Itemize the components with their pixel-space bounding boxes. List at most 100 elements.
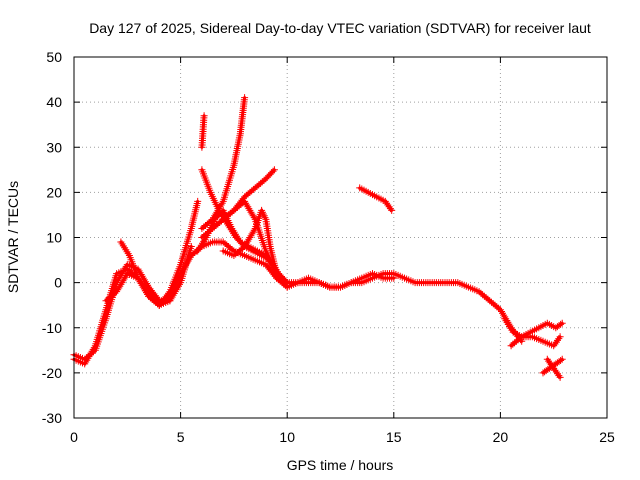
data-point <box>136 278 144 286</box>
data-point <box>221 240 229 247</box>
data-point <box>260 176 268 184</box>
data-point <box>106 294 113 302</box>
data-point <box>136 269 144 277</box>
data-point <box>488 298 495 306</box>
data-point <box>102 297 110 305</box>
data-point <box>179 266 187 274</box>
data-point <box>143 289 150 297</box>
data-point <box>511 339 519 347</box>
x-tick-label: 0 <box>70 429 78 445</box>
series-track-15 <box>356 184 396 214</box>
data-point <box>516 334 524 342</box>
data-point <box>383 199 391 207</box>
data-point <box>381 197 389 205</box>
data-point <box>209 215 217 223</box>
data-point <box>556 373 564 381</box>
data-point <box>198 234 206 241</box>
data-point <box>257 179 265 187</box>
x-tick-label: 25 <box>599 429 615 445</box>
y-tick-label: 50 <box>46 49 62 65</box>
data-point <box>496 306 504 314</box>
data-point <box>181 262 189 270</box>
data-point <box>543 355 551 363</box>
data-point <box>248 230 256 238</box>
x-tick-label: 5 <box>177 429 185 445</box>
series-track-17 <box>507 333 564 350</box>
data-point <box>241 94 249 102</box>
data-point <box>113 288 121 296</box>
data-point <box>248 187 256 195</box>
data-point <box>545 357 553 365</box>
data-point <box>509 340 517 348</box>
data-point <box>205 219 213 226</box>
x-axis-label: GPS time / hours <box>287 457 394 473</box>
data-point <box>479 291 487 299</box>
data-point <box>187 252 195 259</box>
data-point <box>554 370 561 378</box>
data-point <box>230 252 238 259</box>
data-point <box>200 112 208 120</box>
data-point <box>221 214 229 222</box>
data-point <box>269 167 277 175</box>
data-point <box>244 203 252 211</box>
data-point <box>146 294 154 302</box>
y-tick-label: -30 <box>42 410 62 426</box>
data-point <box>234 249 241 256</box>
data-point <box>137 280 145 287</box>
series-track-11 <box>219 166 278 223</box>
data-point <box>200 232 208 240</box>
data-point <box>259 210 267 218</box>
data-point <box>499 309 506 317</box>
data-point <box>205 228 213 235</box>
data-point <box>475 288 483 296</box>
data-point <box>214 206 222 214</box>
data-point <box>259 208 266 216</box>
data-point <box>207 226 215 234</box>
data-point <box>260 212 268 220</box>
data-point <box>246 234 254 241</box>
data-point <box>489 300 497 308</box>
data-point <box>385 203 393 211</box>
data-point <box>384 201 392 209</box>
data-point <box>493 303 501 311</box>
data-point <box>480 292 488 300</box>
data-point <box>109 291 117 299</box>
data-point <box>200 223 208 231</box>
data-point <box>134 274 142 282</box>
data-point <box>235 247 243 255</box>
data-point <box>225 211 233 219</box>
data-point <box>119 277 127 285</box>
data-point <box>245 205 253 213</box>
data-point <box>217 201 225 209</box>
data-point <box>500 311 508 319</box>
data-point <box>554 336 561 344</box>
data-point <box>184 257 192 265</box>
data-point <box>551 366 559 374</box>
data-point <box>484 295 492 303</box>
y-axis-label: SDTVAR / TECUs <box>5 181 21 293</box>
y-tick-label: 0 <box>54 275 62 291</box>
data-point <box>491 301 499 309</box>
data-point <box>178 268 186 276</box>
data-point <box>514 336 522 344</box>
data-point <box>183 259 191 267</box>
data-point <box>550 364 558 372</box>
data-point <box>249 228 257 236</box>
data-point <box>138 281 146 289</box>
y-tick-label: 10 <box>46 230 62 246</box>
data-point <box>251 184 259 192</box>
series-track-19 <box>543 355 564 381</box>
data-point <box>261 214 269 222</box>
data-point <box>390 274 398 282</box>
data-point <box>203 220 211 228</box>
data-point <box>185 255 193 263</box>
data-point <box>270 166 278 174</box>
data-point <box>225 243 233 250</box>
data-point <box>250 214 258 222</box>
data-point <box>218 199 226 207</box>
data-point <box>202 222 209 229</box>
data-point <box>189 250 197 258</box>
data-point <box>266 170 274 178</box>
